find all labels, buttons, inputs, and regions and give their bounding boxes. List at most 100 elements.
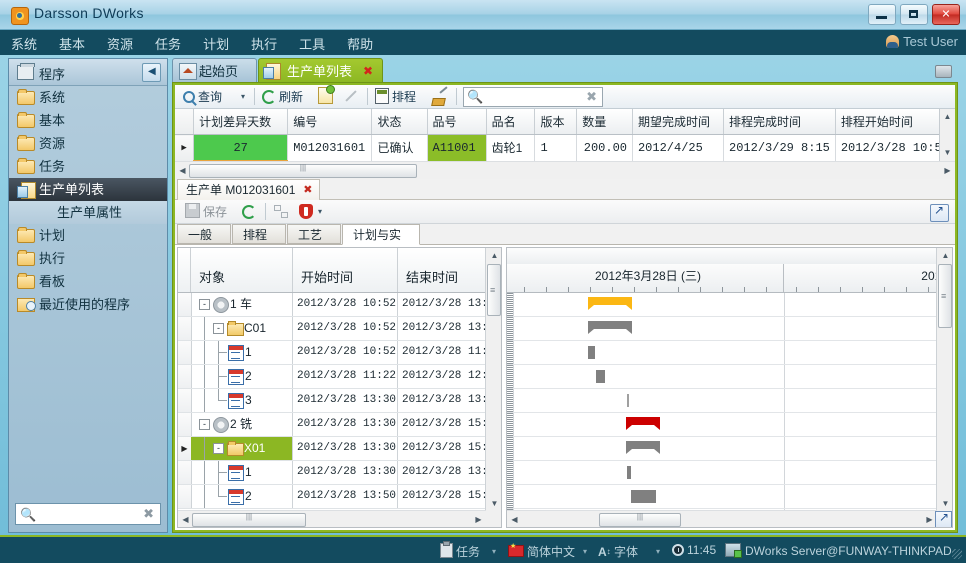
gantt-row[interactable] xyxy=(507,437,937,461)
current-user[interactable]: Test User xyxy=(886,34,958,49)
document-tab-close-icon[interactable]: ✖ xyxy=(303,184,313,196)
column-quantity[interactable]: 数量 xyxy=(576,109,633,135)
search-input[interactable]: 🔍 ✖ xyxy=(463,87,603,107)
gantt-vertical-scrollbar[interactable]: ▲ ▼ xyxy=(936,248,952,511)
maximize-button[interactable] xyxy=(900,4,928,25)
gantt-bar-task[interactable] xyxy=(596,370,605,383)
gantt-bar-task[interactable] xyxy=(627,394,629,407)
minimize-button[interactable] xyxy=(868,4,896,25)
scroll-thumb[interactable] xyxy=(189,164,417,178)
status-font[interactable]: A↕ 字体 xyxy=(598,545,639,559)
gantt-row[interactable] xyxy=(507,341,937,365)
refresh-button[interactable]: 刷新 xyxy=(262,87,303,107)
close-button[interactable]: ✕ xyxy=(932,4,960,25)
gantt-bar-summary-x01[interactable] xyxy=(626,441,660,449)
table-row[interactable]: 2 2012/3/28 11:22 2012/3/28 12:00 xyxy=(178,365,486,389)
sidebar-collapse-button[interactable]: ◀ xyxy=(142,63,161,82)
menu-item-help[interactable]: 帮助 xyxy=(347,37,374,52)
column-expected-finish[interactable]: 期望完成时间 xyxy=(632,109,725,135)
gantt-bar-summary-2[interactable] xyxy=(626,417,660,425)
scroll-thumb[interactable] xyxy=(192,513,306,527)
sidebar-item-basic[interactable]: 基本 xyxy=(9,109,167,132)
sidebar-item-recent-programs[interactable]: 最近使用的程序 xyxy=(9,293,167,316)
menu-item-task[interactable]: 任务 xyxy=(155,37,182,52)
gantt-row[interactable] xyxy=(507,293,937,317)
status-task[interactable]: 任务 xyxy=(440,541,480,560)
table-row[interactable]: ▶ 27 M012031601 已确认 A11001 齿轮1 1 200.00 … xyxy=(175,134,956,162)
query-dropdown-caret[interactable]: ▾ xyxy=(241,92,246,101)
grid-horizontal-scrollbar[interactable]: ◀ ▶ xyxy=(175,161,955,178)
tree-column-end[interactable]: 结束时间 xyxy=(398,248,501,292)
gantt-row[interactable] xyxy=(507,485,937,509)
tab-home[interactable]: 起始页 xyxy=(172,58,257,83)
gantt-row[interactable] xyxy=(507,317,937,341)
sidebar-search-box[interactable]: 🔍 ✖ xyxy=(15,503,161,525)
shield-dropdown-caret[interactable]: ▾ xyxy=(318,207,323,216)
gantt-bar-task[interactable] xyxy=(588,346,595,359)
table-row[interactable]: 1 2012/3/28 10:52 2012/3/28 11:22 xyxy=(178,341,486,365)
expander-icon[interactable]: - xyxy=(199,299,210,310)
tree-column-object[interactable]: 对象 xyxy=(191,248,293,292)
grid-vertical-scrollbar[interactable]: ▲ ▼ xyxy=(939,109,955,161)
gantt-row[interactable] xyxy=(507,389,937,413)
column-status[interactable]: 状态 xyxy=(371,109,428,135)
menu-item-tools[interactable]: 工具 xyxy=(299,37,326,52)
table-row-selected[interactable]: ▶ - X01 2012/3/28 13:30 2012/3/28 15:40 xyxy=(178,437,486,461)
table-row[interactable]: 1 2012/3/28 13:30 2012/3/28 13:50 xyxy=(178,461,486,485)
gantt-row[interactable] xyxy=(507,365,937,389)
column-plan-variance-days[interactable]: 计划差异天数 xyxy=(193,109,289,135)
tab-process[interactable]: 工艺 xyxy=(287,224,341,244)
sidebar-item-execute[interactable]: 执行 xyxy=(9,247,167,270)
column-item-name[interactable]: 品名 xyxy=(486,109,536,135)
popout-icon[interactable] xyxy=(930,203,949,222)
query-button[interactable]: 查询 xyxy=(183,87,222,107)
hierarchy-button[interactable] xyxy=(274,202,288,222)
scroll-right-arrow[interactable]: ▶ xyxy=(475,515,482,524)
scroll-down-arrow[interactable]: ▼ xyxy=(941,499,950,508)
scroll-left-arrow[interactable]: ◀ xyxy=(182,515,189,524)
scroll-up-arrow[interactable]: ▲ xyxy=(941,251,950,260)
gantt-horizontal-scrollbar[interactable]: ◀ ▶ xyxy=(507,510,937,527)
gantt-bar-task[interactable] xyxy=(631,490,656,503)
sidebar-item-production-order-list[interactable]: 生产单列表 xyxy=(9,178,167,201)
clear-button[interactable] xyxy=(432,87,447,107)
scroll-up-arrow[interactable]: ▲ xyxy=(490,251,499,260)
gantt-bar-task[interactable] xyxy=(627,466,631,479)
scroll-left-arrow[interactable]: ◀ xyxy=(179,166,186,175)
gantt-bar-summary-1[interactable] xyxy=(588,297,632,305)
scroll-up-arrow[interactable]: ▲ xyxy=(943,112,952,121)
clear-icon[interactable]: ✖ xyxy=(143,506,154,521)
menu-item-plan[interactable]: 计划 xyxy=(203,37,230,52)
gantt-popout-icon[interactable] xyxy=(935,510,952,527)
tab-schedule[interactable]: 排程 xyxy=(232,224,286,244)
column-scheduled-start[interactable]: 排程开始时间 xyxy=(835,109,956,135)
window-list-icon[interactable] xyxy=(935,65,952,78)
table-row[interactable]: - C01 2012/3/28 10:52 2012/3/28 13:40 xyxy=(178,317,486,341)
status-language[interactable]: 简体中文 xyxy=(508,542,575,560)
tree-vertical-scrollbar[interactable]: ▲ ▼ xyxy=(485,248,501,511)
column-item-no[interactable]: 品号 xyxy=(427,109,487,135)
sidebar-item-dashboard[interactable]: 看板 xyxy=(9,270,167,293)
scroll-thumb[interactable] xyxy=(938,264,952,328)
column-version[interactable]: 版本 xyxy=(534,109,578,135)
menu-item-execute[interactable]: 执行 xyxy=(251,37,278,52)
tree-column-start[interactable]: 开始时间 xyxy=(293,248,398,292)
scroll-left-arrow[interactable]: ◀ xyxy=(511,515,518,524)
scroll-thumb[interactable] xyxy=(487,264,501,316)
sidebar-item-plan[interactable]: 计划 xyxy=(9,224,167,247)
column-order-no[interactable]: 编号 xyxy=(287,109,373,135)
table-row[interactable]: 2 2012/3/28 13:50 2012/3/28 15:30 xyxy=(178,485,486,509)
expander-icon[interactable]: - xyxy=(199,419,210,430)
status-language-caret[interactable]: ▾ xyxy=(583,547,588,556)
menu-item-basic[interactable]: 基本 xyxy=(59,37,86,52)
expander-icon[interactable]: - xyxy=(213,443,224,454)
status-task-caret[interactable]: ▾ xyxy=(492,547,497,556)
table-row[interactable]: 3 2012/3/28 13:30 2012/3/28 13:40 xyxy=(178,389,486,413)
tab-close-icon[interactable]: ✖ xyxy=(362,64,373,78)
column-scheduled-finish[interactable]: 排程完成时间 xyxy=(723,109,836,135)
scroll-right-arrow[interactable]: ▶ xyxy=(926,515,933,524)
document-tab[interactable]: 生产单 M012031601 ✖ xyxy=(177,179,321,201)
expander-icon[interactable]: - xyxy=(213,323,224,334)
resize-grip[interactable] xyxy=(952,549,962,559)
gantt-row[interactable] xyxy=(507,413,937,437)
